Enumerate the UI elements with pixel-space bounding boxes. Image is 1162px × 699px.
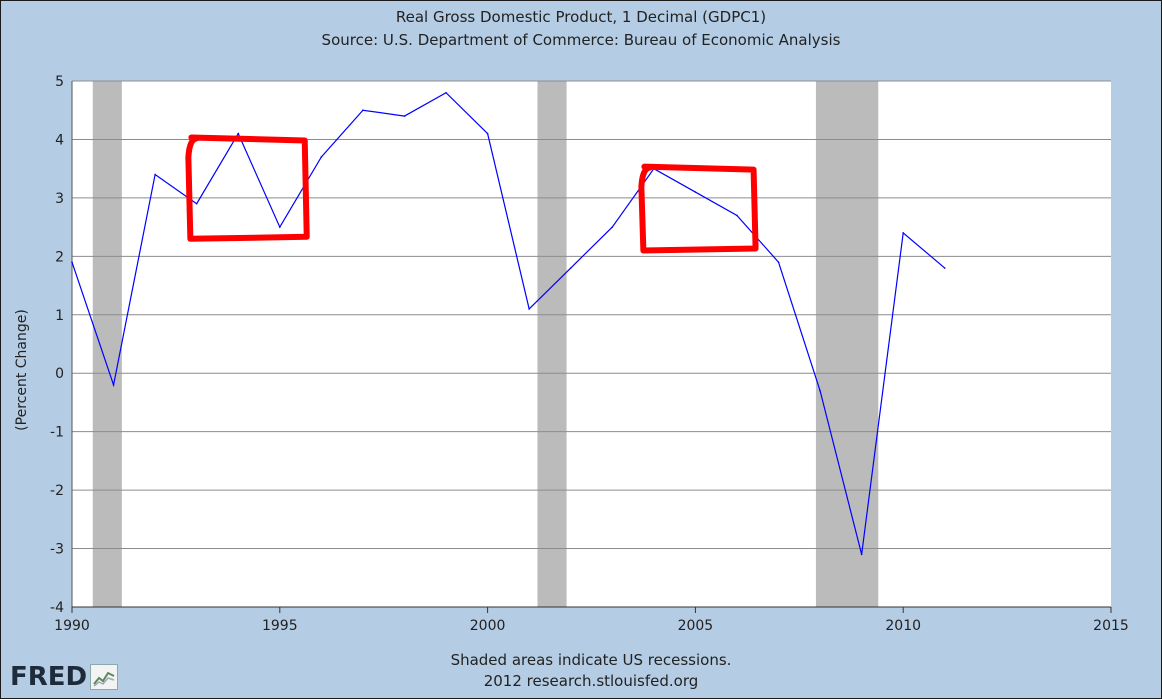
data-point xyxy=(320,156,323,158)
y-tick-label: 3 xyxy=(55,191,64,207)
data-point xyxy=(777,261,780,263)
data-point xyxy=(445,91,447,94)
data-point xyxy=(279,226,281,228)
data-point xyxy=(362,109,364,112)
recession-note: Shaded areas indicate US recessions. xyxy=(450,651,732,669)
data-point xyxy=(112,384,115,386)
fred-logo-text: FRED xyxy=(10,662,88,692)
chart-subtitle: Source: U.S. Department of Commerce: Bur… xyxy=(321,31,841,49)
y-tick-label: -2 xyxy=(50,483,64,499)
y-tick-label: 0 xyxy=(55,366,64,382)
data-point xyxy=(569,267,572,269)
plot-area xyxy=(72,81,1111,607)
data-point xyxy=(860,553,863,556)
data-point xyxy=(528,308,530,310)
data-point xyxy=(403,115,406,117)
chart-title: Real Gross Domestic Product, 1 Decimal (… xyxy=(395,8,767,26)
y-tick-label: -4 xyxy=(50,600,64,616)
data-point xyxy=(71,261,73,263)
data-point xyxy=(736,214,738,217)
recession-band xyxy=(92,81,122,607)
gdp-series-line xyxy=(71,91,946,555)
data-point xyxy=(486,132,489,135)
annotation-box xyxy=(185,134,310,242)
data-point xyxy=(611,226,614,228)
x-tick-label: 1995 xyxy=(262,618,298,634)
x-tick-label: 2010 xyxy=(885,618,921,634)
y-tick-label: -3 xyxy=(50,542,64,558)
data-point xyxy=(819,389,821,392)
y-tick-label: 2 xyxy=(55,249,64,265)
fred-logo[interactable]: FRED xyxy=(10,662,119,692)
recession-band xyxy=(537,81,567,607)
data-point xyxy=(902,232,904,234)
data-point xyxy=(154,173,156,176)
y-tick-label: 1 xyxy=(55,308,64,324)
y-tick-label: -1 xyxy=(50,425,64,441)
data-point xyxy=(237,132,240,135)
annotation-box xyxy=(638,163,759,254)
data-point xyxy=(694,191,697,193)
x-tick-label: 2015 xyxy=(1093,618,1129,634)
source-credit: 2012 research.stlouisfed.org xyxy=(483,672,699,690)
data-point xyxy=(943,267,946,269)
recession-band xyxy=(815,81,879,607)
x-tick-label: 1990 xyxy=(54,618,90,634)
fred-graph-icon xyxy=(90,664,119,690)
x-tick-label: 2000 xyxy=(470,618,506,634)
x-tick-label: 2005 xyxy=(678,618,714,634)
y-tick-label: 4 xyxy=(55,132,64,148)
y-tick-label: 5 xyxy=(55,74,64,90)
data-point xyxy=(195,202,198,205)
